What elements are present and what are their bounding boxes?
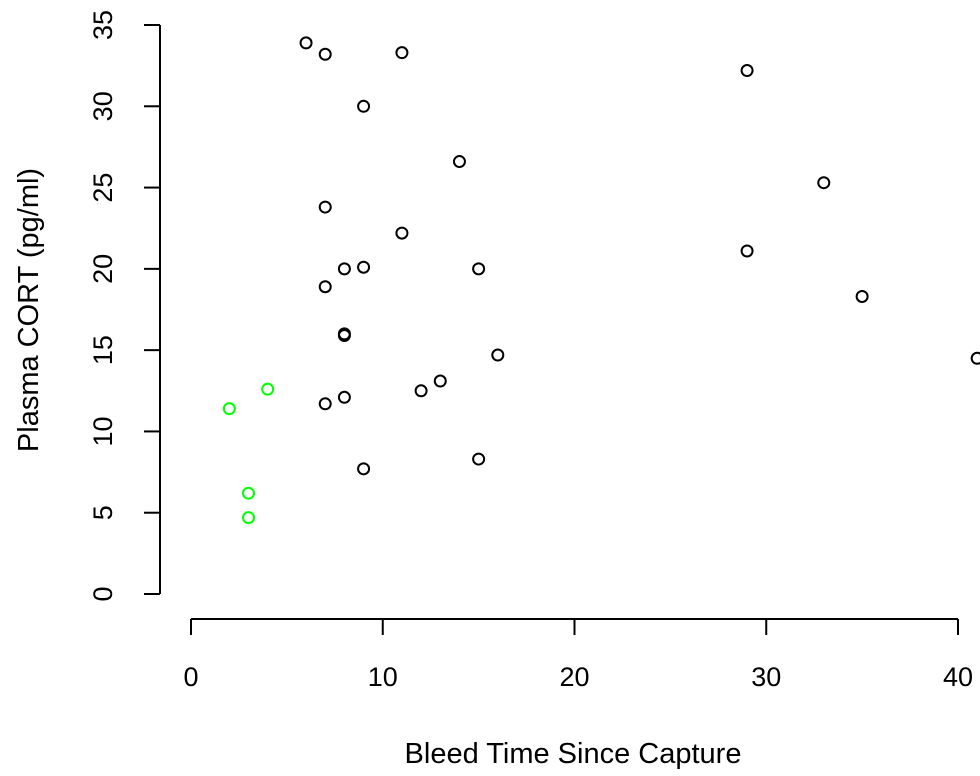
y-tick-label: 0 — [88, 586, 118, 601]
y-axis-title: Plasma CORT (pg/ml) — [13, 168, 45, 452]
x-ticks: 0 10 20 30 40 — [183, 619, 973, 692]
data-point — [472, 262, 486, 276]
y-tick-label: 10 — [88, 416, 118, 446]
y-axis: 0 5 10 15 20 25 30 35 — [88, 10, 161, 602]
data-point — [337, 390, 351, 404]
data-point — [740, 244, 754, 258]
x-axis: 0 10 20 30 40 — [183, 618, 973, 692]
y-ticks: 0 5 10 15 20 25 30 35 — [88, 10, 160, 602]
data-point — [337, 329, 351, 343]
data-point — [318, 280, 332, 294]
y-tick-label: 15 — [88, 335, 118, 365]
data-point — [491, 348, 505, 362]
data-point — [242, 511, 256, 525]
data-point — [817, 176, 831, 190]
data-point — [357, 99, 371, 113]
data-point — [242, 486, 256, 500]
data-point — [855, 289, 869, 303]
data-point — [299, 36, 313, 50]
data-point — [222, 402, 236, 416]
y-tick-label: 5 — [88, 505, 118, 520]
x-axis-title: Bleed Time Since Capture — [405, 738, 742, 770]
data-point — [970, 351, 980, 365]
data-point — [414, 384, 428, 398]
x-tick-label: 30 — [751, 662, 781, 692]
data-point — [395, 226, 409, 240]
data-points — [222, 36, 980, 525]
x-tick-label: 10 — [368, 662, 398, 692]
x-tick-label: 0 — [183, 662, 198, 692]
data-point — [318, 200, 332, 214]
y-tick-label: 35 — [88, 10, 118, 40]
data-point — [337, 262, 351, 276]
x-tick-label: 40 — [943, 662, 973, 692]
data-point — [318, 47, 332, 61]
y-tick-label: 25 — [88, 173, 118, 203]
x-tick-label: 20 — [559, 662, 589, 692]
data-point — [357, 462, 371, 476]
data-point — [318, 397, 332, 411]
data-point — [740, 64, 754, 78]
y-tick-label: 20 — [88, 254, 118, 284]
data-point — [433, 374, 447, 388]
data-point — [357, 260, 371, 274]
y-tick-label: 30 — [88, 91, 118, 121]
data-point — [472, 452, 486, 466]
data-point — [452, 155, 466, 169]
data-point — [261, 382, 275, 396]
data-point — [395, 46, 409, 60]
